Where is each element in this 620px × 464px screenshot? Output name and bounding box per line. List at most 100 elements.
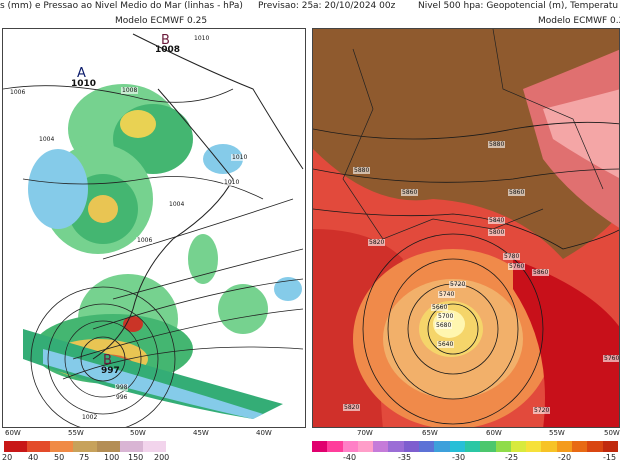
forecast-label: Previsao: 25: [258, 1, 314, 11]
colorbar-segment: [96, 441, 120, 452]
geopotential-map: 5880 5860 5880 5860 5840 5820 5800 5780 …: [312, 28, 620, 428]
colorbar-segment: [480, 441, 496, 452]
precipitation-colorbar: [4, 441, 189, 452]
colorbar-segment: [312, 441, 328, 452]
temperature-colorbar: [312, 441, 618, 452]
isobar-label: 1006: [136, 237, 154, 244]
lon-label: 65W: [422, 429, 438, 437]
lon-label: 60W: [5, 429, 21, 437]
precipitation-map-canvas: [3, 33, 304, 427]
colorbar-label: 100: [104, 453, 120, 462]
isobar-label: 1002: [81, 414, 99, 421]
colorbar-label: -20: [558, 453, 572, 462]
colorbar-segment: [419, 441, 435, 452]
contour-label: 5640: [437, 341, 455, 348]
contour-label: 5820: [368, 239, 386, 246]
colorbar-segment: [526, 441, 542, 452]
colorbar-label: 200: [154, 453, 170, 462]
lon-label: 50W: [604, 429, 620, 437]
left-panel-title: s (mm) e Pressao ao Nivel Medio do Mar (…: [0, 1, 243, 11]
contour-label: 5820: [343, 404, 361, 411]
colorbar-segment: [449, 441, 465, 452]
high-pressure-letter: B: [161, 33, 170, 48]
contour-label: 5860: [508, 189, 526, 196]
top-header: s (mm) e Pressao ao Nivel Medio do Mar (…: [0, 0, 620, 12]
contour-label: 5880: [353, 167, 371, 174]
colorbar-segment: [119, 441, 143, 452]
colorbar-label: 40: [28, 453, 39, 462]
high-pressure-value: 1008: [155, 45, 181, 55]
isobar-label: 998: [115, 384, 129, 391]
colorbar-segment: [388, 441, 404, 452]
colorbar-segment: [464, 441, 481, 452]
lon-label: 60W: [486, 429, 502, 437]
colorbar-label: -25: [505, 453, 519, 462]
colorbar-segment: [403, 441, 420, 452]
colorbar-segment: [27, 441, 51, 452]
precipitation-areas: [23, 84, 302, 419]
forecast-date: a: 20/10/2024 00z: [313, 1, 396, 11]
contour-label: 5720: [533, 407, 551, 414]
colorbar-segment: [357, 441, 374, 452]
precipitation-map: B 1008 A 1010 B 997 1010 1006 1004 1008 …: [2, 28, 306, 428]
contour-label: 5780: [503, 253, 521, 260]
colorbar-label: 150: [128, 453, 144, 462]
coastline: [92, 33, 304, 360]
colorbar-segment: [4, 441, 28, 452]
a-center-letter: A: [77, 66, 86, 81]
contour-label: 5800: [488, 229, 506, 236]
contour-label: 5720: [449, 281, 467, 288]
colorbar-segment: [602, 441, 618, 452]
isobar-label: 1006: [9, 89, 27, 96]
isobar-label: 996: [115, 394, 129, 401]
colorbar-segment: [434, 441, 450, 452]
contour-label: 5840: [488, 217, 506, 224]
colorbar-segment: [556, 441, 573, 452]
geopotential-map-canvas: [313, 29, 619, 427]
contour-label: 5660: [431, 304, 449, 311]
low-pressure-value: 997: [101, 366, 120, 376]
lon-label: 50W: [130, 429, 146, 437]
right-panel-title: Nivel 500 hpa: Geopotencial (m), Tempera…: [418, 1, 619, 11]
lon-label: 40W: [256, 429, 272, 437]
colorbar-label: -15: [603, 453, 617, 462]
isobar-label: 1010: [231, 154, 249, 161]
contour-label: 5760: [603, 355, 620, 362]
colorbar-segment: [587, 441, 603, 452]
colorbar-segment: [572, 441, 588, 452]
isobar-label: 1008: [121, 87, 139, 94]
colorbar-segment: [342, 441, 358, 452]
colorbar-segment: [50, 441, 74, 452]
colorbar-segment: [327, 441, 343, 452]
colorbar-label: 20: [2, 453, 13, 462]
colorbar-segment: [165, 441, 189, 452]
colorbar-label: -35: [398, 453, 412, 462]
contour-label: 5700: [437, 313, 455, 320]
contour-label: 5860: [532, 269, 550, 276]
colorbar-segment: [373, 441, 389, 452]
isobar-label: 1010: [193, 35, 211, 42]
low-pressure-letter: B: [103, 353, 112, 368]
colorbar-segment: [541, 441, 557, 452]
colorbar-segment: [495, 441, 511, 452]
contour-label: 5760: [508, 263, 526, 270]
contour-label: 5860: [401, 189, 419, 196]
colorbar-label: -30: [452, 453, 466, 462]
lon-label: 55W: [68, 429, 84, 437]
a-center-value: 1010: [71, 79, 97, 89]
lon-label: 70W: [357, 429, 373, 437]
colorbar-segment: [510, 441, 527, 452]
isobar-label: 1010: [223, 179, 241, 186]
lon-label: 55W: [549, 429, 565, 437]
right-model-label: Modelo ECMWF 0.2: [538, 16, 620, 26]
isobar-label: 1004: [38, 136, 56, 143]
temperature-fill: [313, 29, 619, 427]
contour-label: 5880: [488, 141, 506, 148]
left-model-label: Modelo ECMWF 0.25: [115, 16, 208, 26]
colorbar-segment: [142, 441, 166, 452]
colorbar-segment: [73, 441, 97, 452]
isobar-label: 1004: [168, 201, 186, 208]
lon-label: 45W: [193, 429, 209, 437]
colorbar-label: 50: [54, 453, 65, 462]
contour-label: 5680: [435, 322, 453, 329]
